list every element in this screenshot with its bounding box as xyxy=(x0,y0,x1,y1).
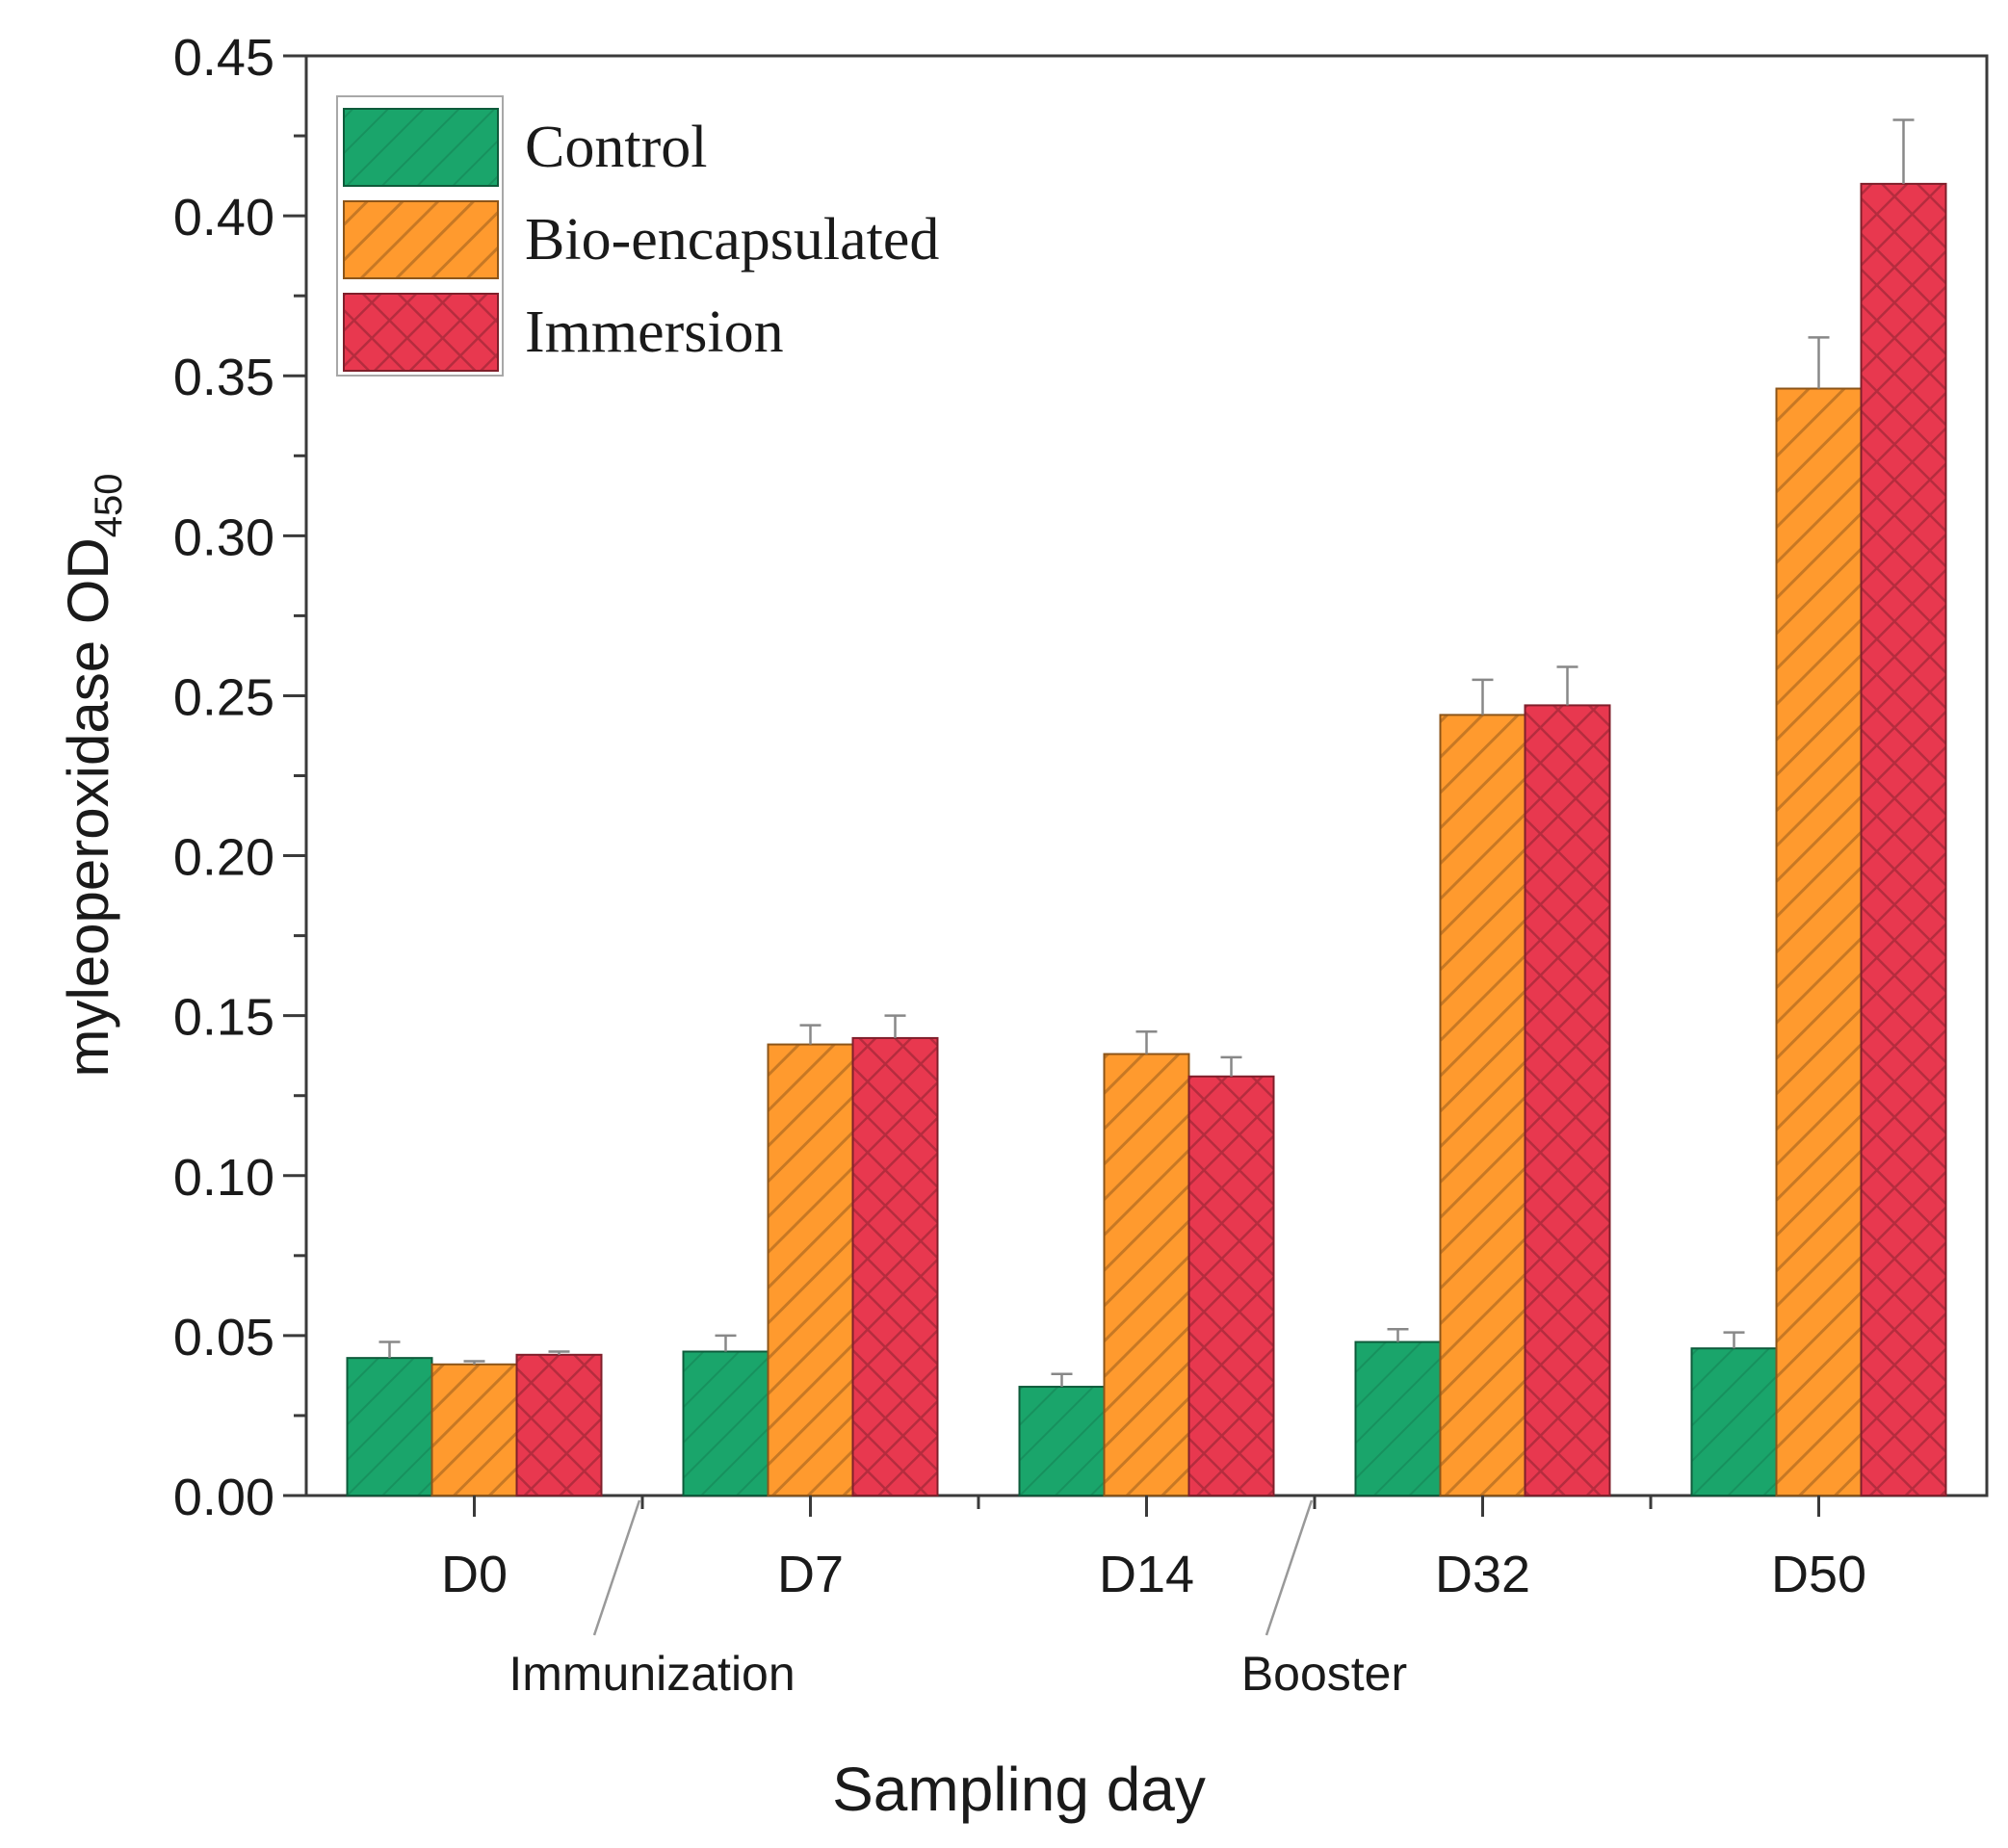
bars-layer xyxy=(346,118,1947,1497)
y-tick-label: 0.20 xyxy=(173,829,274,887)
y-tick-label: 0.45 xyxy=(173,29,274,87)
bar-control-d50 xyxy=(1690,1347,1778,1497)
legend-label: Immersion xyxy=(525,299,784,365)
bar-immersion-d50 xyxy=(1860,182,1947,1497)
bar-immersion-d32 xyxy=(1524,704,1611,1497)
legend-label: Bio-encapsulated xyxy=(525,207,939,273)
bar-control-d0 xyxy=(346,1357,433,1497)
x-tick-label: D0 xyxy=(441,1546,508,1603)
legend-swatch xyxy=(343,108,499,187)
bar-control-d7 xyxy=(682,1350,769,1497)
bar-immersion-d0 xyxy=(515,1353,603,1497)
y-axis-label-subscript: 450 xyxy=(88,474,130,538)
y-tick-label: 0.10 xyxy=(173,1149,274,1207)
x-tick-label: D14 xyxy=(1099,1546,1194,1603)
annotations-layer: Immunization Booster xyxy=(509,1499,1407,1701)
y-tick-label: 0.00 xyxy=(173,1469,274,1526)
bar-bio-encapsulated-d0 xyxy=(430,1363,518,1497)
bar-immersion-d7 xyxy=(851,1036,939,1497)
legend-swatch xyxy=(343,293,499,372)
bar-control-d32 xyxy=(1354,1340,1442,1497)
annotation-pointer xyxy=(592,1499,641,1636)
bar-immersion-d14 xyxy=(1187,1075,1275,1497)
legend-label: Control xyxy=(525,115,707,180)
y-axis-label-main: myleoperoxidase OD xyxy=(56,537,120,1077)
legend-swatch xyxy=(343,200,499,279)
x-tick-label: D50 xyxy=(1771,1546,1866,1603)
legend: Control Bio-encapsulated Immersion xyxy=(336,95,939,377)
x-tick-label: D7 xyxy=(777,1546,844,1603)
annotation-immunization: Immunization xyxy=(509,1647,795,1701)
annotation-pointer xyxy=(1265,1499,1314,1636)
bar-bio-encapsulated-d14 xyxy=(1103,1053,1190,1497)
y-tick-label: 0.25 xyxy=(173,668,274,726)
y-tick-label: 0.15 xyxy=(173,989,274,1047)
y-tick-label: 0.30 xyxy=(173,508,274,566)
annotation-booster: Booster xyxy=(1241,1647,1407,1701)
bar-bio-encapsulated-d7 xyxy=(767,1043,854,1497)
y-tick-label: 0.05 xyxy=(173,1309,274,1366)
x-axis-label: Sampling day xyxy=(832,1755,1206,1824)
bar-bio-encapsulated-d50 xyxy=(1775,387,1863,1497)
y-tick-label: 0.35 xyxy=(173,349,274,406)
bar-control-d14 xyxy=(1018,1386,1106,1497)
bar-bio-encapsulated-d32 xyxy=(1439,714,1526,1497)
ticks-layer: 0.00 0.05 0.10 0.15 0.20 0.25 0.30 0.35 0.40 0.45… xyxy=(173,29,1866,1603)
x-tick-label: D32 xyxy=(1435,1546,1530,1603)
y-axis-label: myleoperoxidase OD450 xyxy=(56,474,130,1078)
y-tick-label: 0.40 xyxy=(173,189,274,247)
